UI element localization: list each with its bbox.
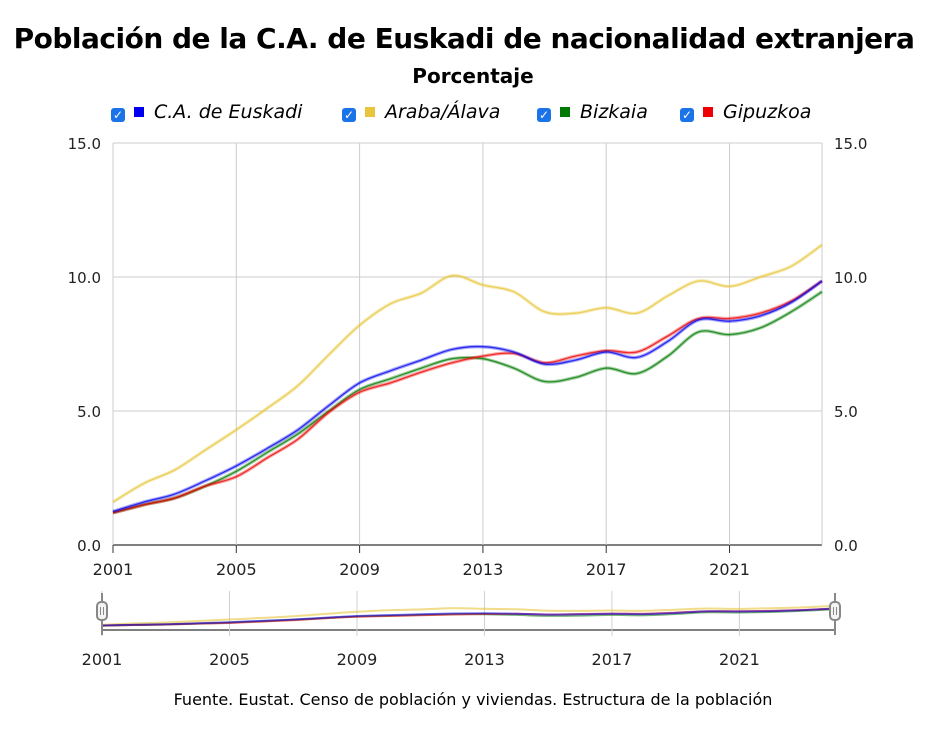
series-line-halo (112, 279, 824, 514)
navigator-x-label: 2005 (209, 650, 250, 669)
y-tick-label-right: 10.0 (834, 269, 867, 287)
y-tick-label-left: 10.0 (68, 269, 101, 287)
navigator-handle-left[interactable] (96, 593, 108, 635)
navigator-handle-right[interactable] (829, 593, 841, 635)
legend-label: Bizkaia (580, 101, 648, 123)
series-line-araba-lava (112, 244, 823, 503)
legend: ✓ C.A. de Euskadi ✓ Araba/Álava ✓ Bizkai… (0, 98, 928, 126)
legend-item-bizkaia[interactable]: ✓ Bizkaia (537, 98, 648, 126)
checkbox-checked-icon[interactable]: ✓ (111, 108, 125, 122)
navigator-line (101, 607, 836, 627)
x-tick-label: 2001 (93, 560, 134, 579)
y-tick-label-left: 15.0 (68, 135, 101, 153)
y-tick-label-right: 5.0 (834, 403, 858, 421)
y-tick-label-left: 5.0 (77, 403, 101, 421)
range-navigator[interactable]: 2001 2005 2009 2013 2017 2021 (82, 591, 841, 669)
chart-title: Población de la C.A. de Euskadi de nacio… (13, 22, 915, 55)
x-tick-label: 2017 (586, 560, 627, 579)
navigator-x-label: 2021 (719, 650, 760, 669)
x-tick-label: 2021 (709, 560, 750, 579)
legend-item-gipuzkoa[interactable]: ✓ Gipuzkoa (680, 98, 811, 126)
checkbox-checked-icon[interactable]: ✓ (342, 108, 356, 122)
y-tick-label-right: 15.0 (834, 135, 867, 153)
x-tick-label: 2009 (339, 560, 380, 579)
legend-swatch (134, 107, 144, 117)
navigator-x-label: 2009 (337, 650, 378, 669)
legend-label: C.A. de Euskadi (154, 101, 303, 123)
navigator-line (101, 604, 836, 626)
gridlines (112, 142, 823, 553)
series-lines (112, 243, 824, 515)
legend-label: Araba/Álava (385, 101, 501, 123)
series-line-bizkaia (112, 291, 823, 514)
legend-item-euskadi[interactable]: ✓ C.A. de Euskadi (111, 98, 302, 126)
series-line-c-a-de-euskadi (112, 280, 823, 513)
source-note: Fuente. Eustat. Censo de población y viv… (173, 690, 773, 709)
navigator-x-label: 2017 (592, 650, 633, 669)
checkbox-checked-icon[interactable]: ✓ (537, 108, 551, 122)
y-tick-label-left: 0.0 (77, 537, 101, 555)
legend-swatch (703, 107, 713, 117)
legend-item-araba[interactable]: ✓ Araba/Álava (342, 98, 500, 126)
line-chart: 0.0 0.0 5.0 5.0 10.0 10.0 15.0 15.0 2001 2005 2009… (68, 135, 868, 669)
navigator-x-label: 2013 (464, 650, 505, 669)
legend-swatch (365, 107, 375, 117)
y-tick-label-right: 0.0 (834, 537, 858, 555)
series-line-gipuzkoa (112, 280, 823, 514)
legend-label: Gipuzkoa (723, 101, 812, 123)
x-tick-label: 2013 (463, 560, 504, 579)
checkbox-checked-icon[interactable]: ✓ (680, 108, 694, 122)
axis-labels: 0.0 0.0 5.0 5.0 10.0 10.0 15.0 15.0 2001 2005 2009… (68, 135, 868, 579)
chart-subtitle: Porcentaje (412, 64, 534, 88)
x-tick-label: 2005 (216, 560, 257, 579)
legend-swatch (560, 107, 570, 117)
navigator-x-label: 2001 (82, 650, 123, 669)
